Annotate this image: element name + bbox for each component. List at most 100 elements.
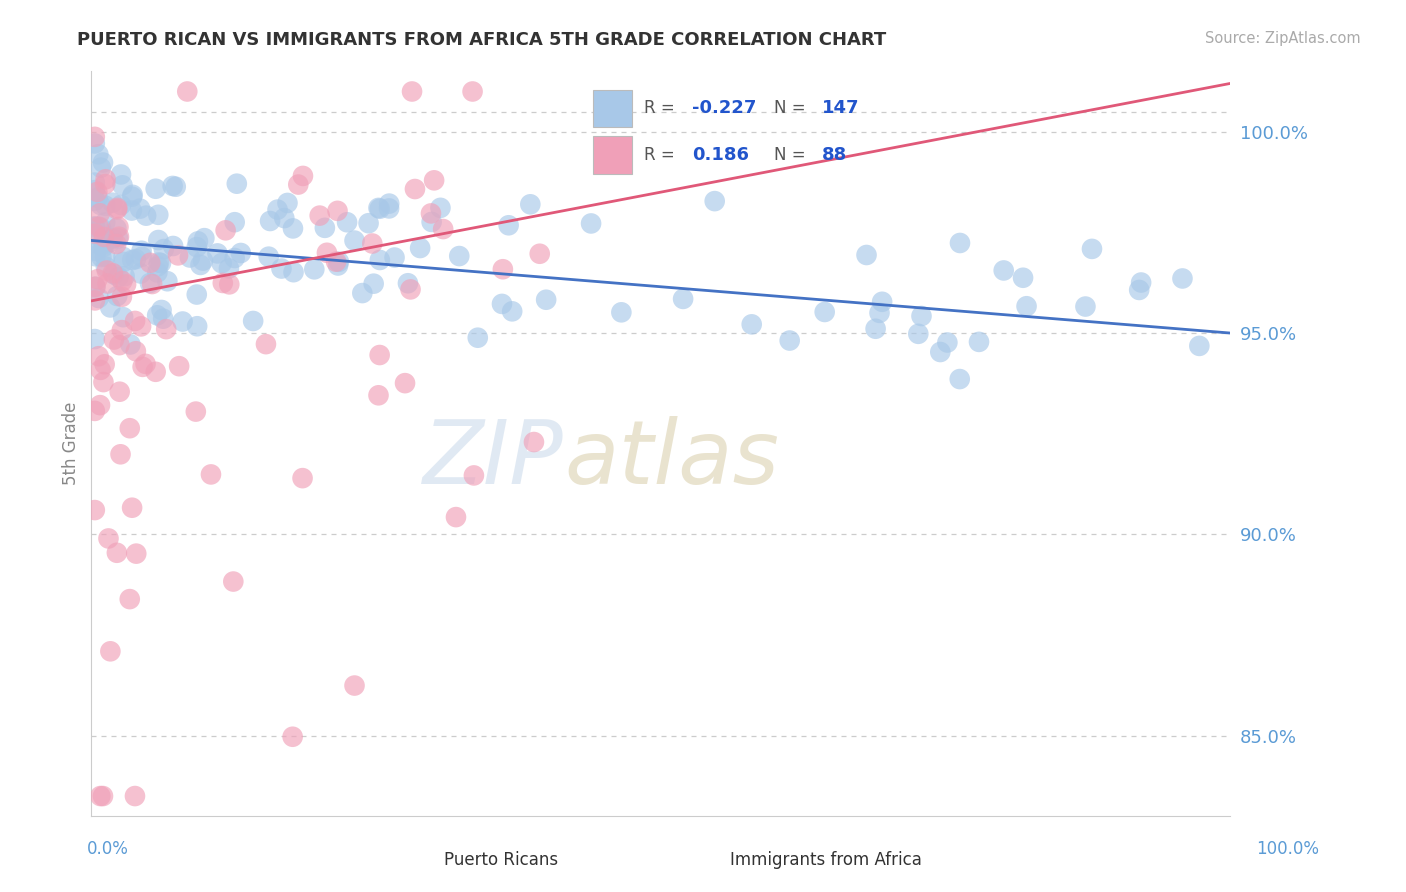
Point xyxy=(141,277,163,291)
Point xyxy=(86,272,108,286)
Point xyxy=(87,219,110,234)
Point xyxy=(218,261,240,276)
Point xyxy=(314,220,336,235)
Point xyxy=(259,214,281,228)
Point xyxy=(444,510,467,524)
Point xyxy=(103,333,125,347)
Point xyxy=(90,161,112,175)
Point xyxy=(610,305,633,319)
Point xyxy=(146,308,169,322)
Point xyxy=(579,217,602,231)
Text: -0.227: -0.227 xyxy=(692,100,756,118)
Point xyxy=(83,503,105,517)
Point xyxy=(105,237,128,252)
Point xyxy=(83,219,105,234)
Point xyxy=(179,251,201,265)
Point xyxy=(907,326,929,341)
Point xyxy=(378,202,401,216)
Point xyxy=(672,292,695,306)
Point xyxy=(229,246,252,260)
Point xyxy=(184,404,207,418)
Point xyxy=(254,337,277,351)
Point xyxy=(83,176,105,190)
Point xyxy=(100,231,122,245)
Point xyxy=(367,201,389,215)
Point xyxy=(352,286,374,301)
Point xyxy=(101,195,124,210)
Point xyxy=(308,209,330,223)
Point xyxy=(401,85,423,99)
Text: 0.186: 0.186 xyxy=(692,145,749,163)
Point xyxy=(1081,242,1104,256)
Point xyxy=(176,85,198,99)
Point xyxy=(409,241,432,255)
Point xyxy=(90,238,112,252)
Point xyxy=(949,372,972,386)
Point xyxy=(83,332,105,346)
Point xyxy=(519,197,541,211)
Point xyxy=(363,277,385,291)
Point xyxy=(145,182,167,196)
Point xyxy=(207,246,229,260)
Point xyxy=(814,305,837,319)
Point xyxy=(429,201,451,215)
Point xyxy=(162,178,184,193)
Point xyxy=(146,260,169,274)
Point xyxy=(967,334,990,349)
Point xyxy=(131,250,153,264)
Point xyxy=(120,337,142,351)
Text: R =: R = xyxy=(644,100,681,118)
Point xyxy=(96,277,118,291)
Point xyxy=(498,219,520,233)
Point xyxy=(125,252,148,266)
Point xyxy=(108,384,131,399)
Point xyxy=(103,268,125,282)
Point xyxy=(396,277,419,291)
Point xyxy=(167,248,190,262)
Point xyxy=(368,348,391,362)
Point xyxy=(146,265,169,279)
Point xyxy=(266,202,288,217)
Point xyxy=(869,306,891,320)
Point xyxy=(125,547,148,561)
Point xyxy=(105,201,128,215)
Text: N =: N = xyxy=(773,100,811,118)
Text: atlas: atlas xyxy=(564,416,779,501)
Point xyxy=(94,260,117,274)
Point xyxy=(291,471,314,485)
Point xyxy=(84,244,107,258)
Point xyxy=(101,231,124,245)
Point xyxy=(741,318,763,332)
Point xyxy=(139,276,162,290)
Point xyxy=(121,190,143,204)
Point xyxy=(107,219,129,234)
Point xyxy=(121,187,143,202)
Point xyxy=(139,256,162,270)
Point xyxy=(949,235,972,250)
Point xyxy=(107,270,129,285)
Point xyxy=(283,265,305,279)
Point xyxy=(326,259,349,273)
Point xyxy=(467,331,489,345)
Point xyxy=(328,254,350,268)
Point xyxy=(523,435,546,450)
Point xyxy=(326,203,349,218)
Point xyxy=(1130,276,1153,290)
Point xyxy=(394,376,416,391)
Point xyxy=(91,155,114,169)
Point xyxy=(112,255,135,269)
Point xyxy=(336,215,359,229)
Point xyxy=(281,730,304,744)
Text: R =: R = xyxy=(644,145,681,163)
Point xyxy=(492,262,515,277)
Point xyxy=(929,345,952,359)
Point xyxy=(87,349,110,363)
Point xyxy=(190,258,212,272)
Point xyxy=(121,203,143,218)
Point xyxy=(94,177,117,191)
Point xyxy=(94,215,117,229)
Point xyxy=(114,269,136,284)
Point xyxy=(93,357,115,371)
Point xyxy=(93,240,115,254)
Point xyxy=(1188,339,1211,353)
